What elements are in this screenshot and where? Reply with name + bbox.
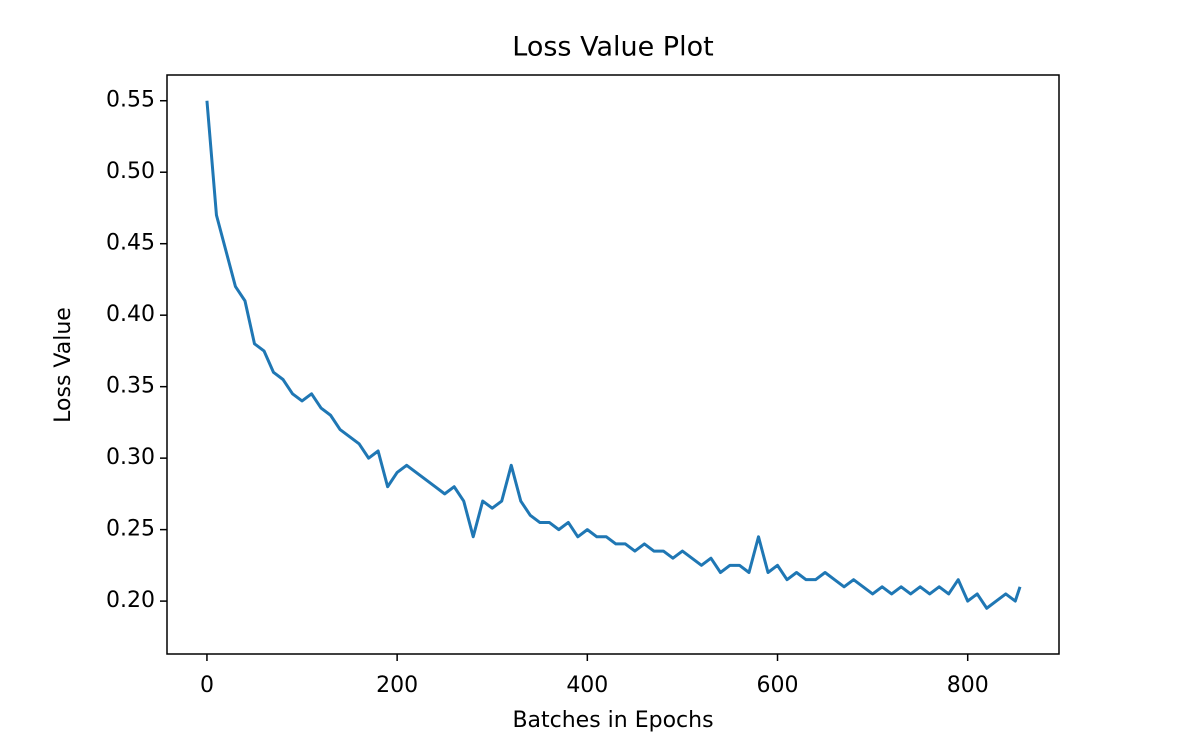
y-tick-label: 0.55 xyxy=(106,88,155,113)
y-tick-label: 0.20 xyxy=(106,588,155,613)
y-tick-label: 0.50 xyxy=(106,159,155,184)
x-axis-label: Batches in Epochs xyxy=(512,708,713,733)
x-tick-label: 800 xyxy=(947,673,989,698)
y-tick-label: 0.40 xyxy=(106,302,155,327)
chart-title: Loss Value Plot xyxy=(512,32,713,63)
x-tick-label: 400 xyxy=(566,673,608,698)
y-tick-label: 0.25 xyxy=(106,517,155,542)
x-tick-label: 600 xyxy=(757,673,799,698)
loss-line xyxy=(205,100,1022,610)
y-axis-label: Loss Value xyxy=(51,307,76,423)
y-tick-label: 0.45 xyxy=(106,231,155,256)
y-tick-label: 0.30 xyxy=(106,445,155,470)
x-tick-label: 0 xyxy=(200,673,214,698)
x-tick-label: 200 xyxy=(376,673,418,698)
plot-frame xyxy=(166,74,1060,655)
y-tick-label: 0.35 xyxy=(106,374,155,399)
